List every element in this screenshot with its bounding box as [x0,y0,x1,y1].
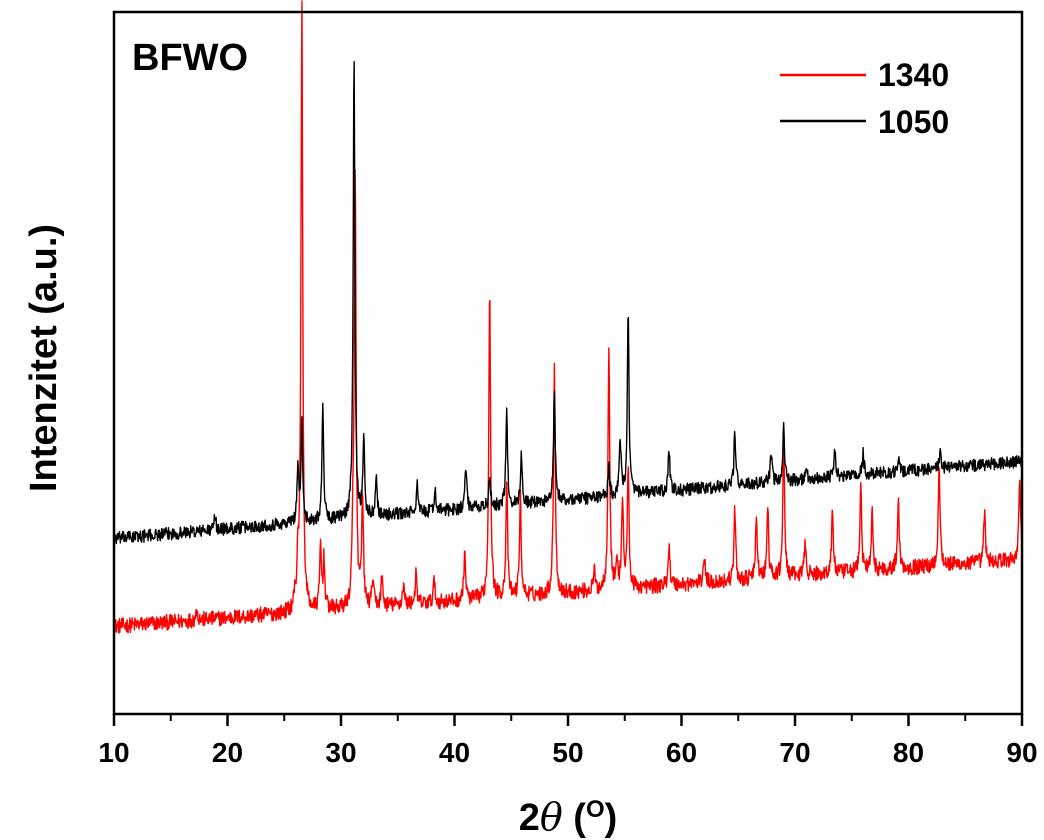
x-axis-ticks [112,714,1024,726]
x-tick-label-10: 10 [98,737,129,768]
x-tick-label-20: 20 [212,737,243,768]
y-axis-title: Intenzitet (a.u.) [23,224,65,492]
x-tick-label-50: 50 [552,737,583,768]
x-tick-label-90: 90 [1006,737,1037,768]
x-axis-title-open: ( [563,797,587,839]
x-tick-label-80: 80 [893,737,924,768]
x-axis-title-unit: O [586,796,605,823]
series-line-1050 [113,60,1023,545]
sample-annotation: BFWO [132,37,248,79]
legend-label-1050: 1050 [878,104,949,140]
plot-series [113,0,1023,635]
x-axis-title-prefix: 2 [519,797,540,839]
series-line-1340 [113,0,1023,635]
x-axis-tick-labels: 10 20 30 40 50 60 70 80 90 [98,737,1037,768]
x-tick-label-30: 30 [325,737,356,768]
x-tick-label-40: 40 [439,737,470,768]
legend-label-1340: 1340 [878,57,949,93]
x-tick-label-70: 70 [779,737,810,768]
x-axis-title: 2θ (O) [519,795,618,839]
x-axis-title-close: ) [605,797,618,839]
x-tick-label-60: 60 [666,737,697,768]
x-axis-title-symbol: θ [540,795,563,839]
legend: 1340 1050 [780,57,949,140]
